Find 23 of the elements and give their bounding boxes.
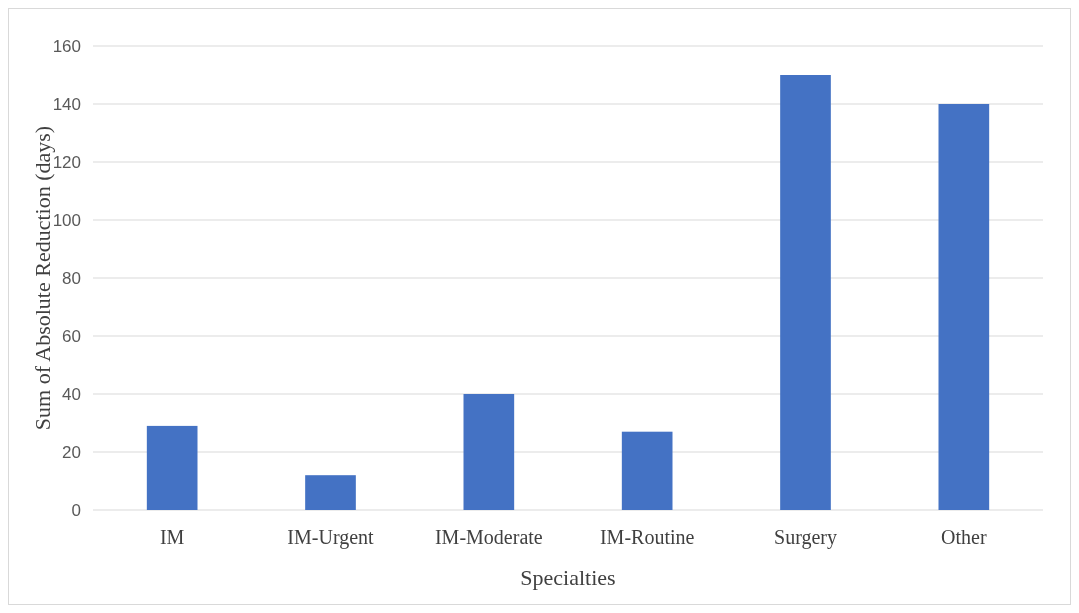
y-axis-title: Sum of Absolute Reduction (days)	[30, 125, 55, 431]
x-axis-title: Specialties	[520, 565, 616, 590]
x-tick-label: Other	[941, 526, 987, 548]
x-tick-label: IM-Moderate	[434, 526, 543, 548]
y-tick-label: 160	[52, 36, 81, 56]
y-tick-label: 20	[62, 442, 81, 462]
y-tick-label: 40	[62, 384, 81, 404]
x-tick-label: IM-Urgent	[287, 526, 375, 549]
y-tick-label: 120	[52, 152, 81, 172]
y-tick-label: 80	[62, 268, 81, 288]
bar	[938, 104, 990, 510]
x-tick-label: IM-Routine	[599, 526, 695, 548]
bar	[780, 75, 831, 510]
y-tick-label: 140	[52, 94, 81, 114]
x-tick-label: IM	[159, 526, 185, 548]
bar	[621, 431, 673, 510]
bar	[463, 394, 515, 510]
y-tick-label: 60	[62, 326, 81, 346]
y-tick-label: 100	[52, 210, 81, 230]
bar	[305, 475, 356, 510]
x-tick-label: Surgery	[774, 526, 837, 549]
y-tick-label: 0	[71, 500, 81, 520]
bar	[146, 425, 198, 510]
